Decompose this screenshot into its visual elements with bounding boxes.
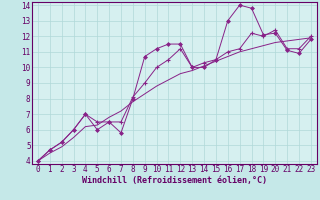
X-axis label: Windchill (Refroidissement éolien,°C): Windchill (Refroidissement éolien,°C) — [82, 176, 267, 185]
